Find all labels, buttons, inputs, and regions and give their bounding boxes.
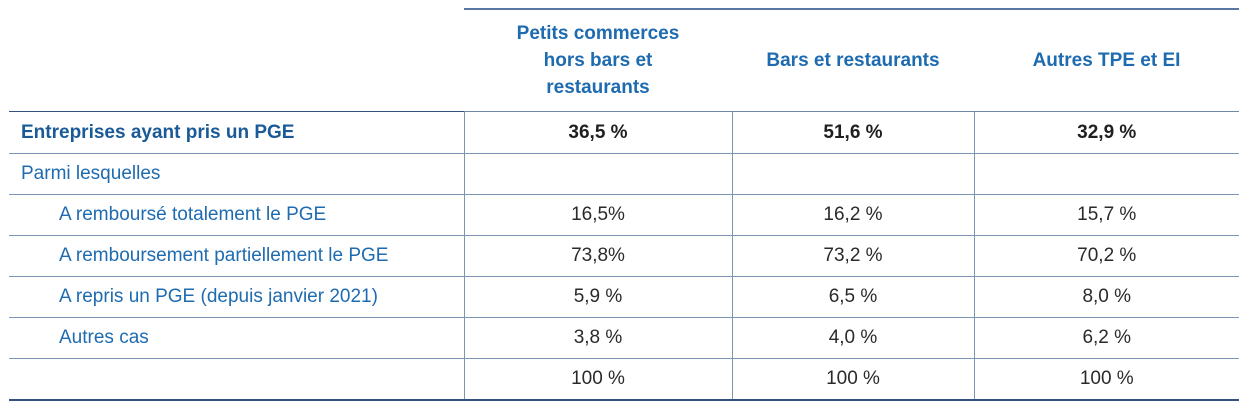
header-petits-commerces: Petits commerces hors bars et restaurant… [464, 8, 732, 112]
cell-value: 70,2 % [973, 235, 1239, 277]
cell-value: 8,0 % [973, 276, 1239, 318]
header-petits-commerces-line-3: restaurants [546, 77, 650, 98]
table-row: A remboursé totalement le PGE 16,5% 16,2… [9, 194, 1239, 236]
header-autres-tpe-ei: Autres TPE et EI [974, 8, 1239, 112]
table-row: Entreprises ayant pris un PGE 36,5 % 51,… [9, 111, 1239, 154]
row-label: A remboursement partiellement le PGE [9, 235, 464, 277]
row-label: Autres cas [9, 317, 464, 359]
cell-value: 73,2 % [731, 235, 974, 277]
table-row-total: 100 % 100 % 100 % [9, 358, 1239, 401]
cell-value: 32,9 % [973, 111, 1239, 154]
cell-value: 6,2 % [973, 317, 1239, 359]
header-petits-commerces-line-2: hors bars et [543, 50, 653, 71]
table-row: A remboursement partiellement le PGE 73,… [9, 235, 1239, 277]
row-label: A remboursé totalement le PGE [9, 194, 464, 236]
row-label: Entreprises ayant pris un PGE [9, 111, 464, 154]
cell-value: 15,7 % [973, 194, 1239, 236]
table-row: Autres cas 3,8 % 4,0 % 6,2 % [9, 317, 1239, 359]
cell-value: 100 % [973, 358, 1239, 401]
cell-value: 100 % [731, 358, 974, 401]
cell-value: 6,5 % [731, 276, 974, 318]
pge-table: Petits commerces hors bars et restaurant… [9, 8, 1239, 401]
cell-value: 3,8 % [463, 317, 732, 359]
cell-value: 100 % [463, 358, 732, 401]
row-label: Parmi lesquelles [9, 153, 464, 195]
cell-value: 51,6 % [731, 111, 974, 154]
cell-value: 4,0 % [731, 317, 974, 359]
cell-value [731, 153, 974, 195]
header-petits-commerces-line-1: Petits commerces [516, 23, 680, 44]
cell-value: 16,5% [463, 194, 732, 236]
cell-value: 5,9 % [463, 276, 732, 318]
cell-value: 16,2 % [731, 194, 974, 236]
cell-value: 36,5 % [463, 111, 732, 154]
table-header-row: Petits commerces hors bars et restaurant… [9, 8, 1239, 112]
header-bars-restaurants: Bars et restaurants [732, 8, 974, 112]
row-label [9, 358, 464, 401]
header-blank-cell [9, 9, 464, 112]
table-row: Parmi lesquelles [9, 153, 1239, 195]
cell-value [973, 153, 1239, 195]
cell-value [463, 153, 732, 195]
row-label: A repris un PGE (depuis janvier 2021) [9, 276, 464, 318]
cell-value: 73,8% [463, 235, 732, 277]
table-row: A repris un PGE (depuis janvier 2021) 5,… [9, 276, 1239, 318]
